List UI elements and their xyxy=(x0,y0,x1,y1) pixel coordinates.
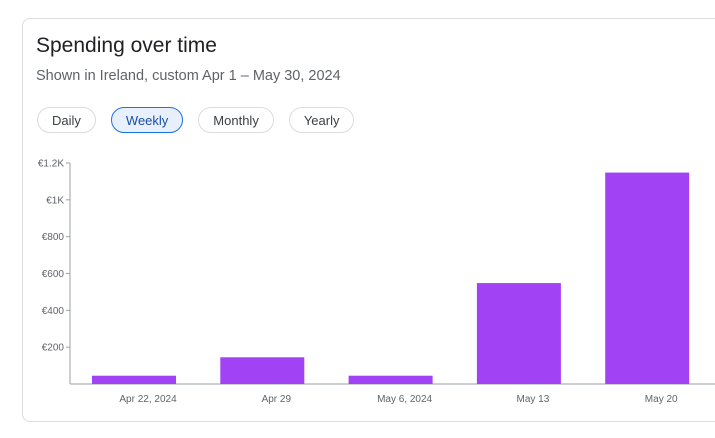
date-range-subtitle: Shown in Ireland, custom Apr 1 – May 30,… xyxy=(36,68,341,84)
bar xyxy=(348,375,433,384)
bar xyxy=(605,172,690,384)
x-tick-label: May 13 xyxy=(517,394,550,405)
x-tick-label: Apr 22, 2024 xyxy=(119,394,177,405)
y-tick-label: €1K xyxy=(46,195,64,206)
bar xyxy=(220,357,305,384)
x-tick-label: May 6, 2024 xyxy=(377,394,432,405)
spending-card xyxy=(22,18,715,422)
period-filter-group: Daily Weekly Monthly Yearly xyxy=(37,107,369,133)
bar xyxy=(476,283,561,384)
filter-chip-weekly[interactable]: Weekly xyxy=(110,107,184,133)
chart-title: Spending over time xyxy=(36,34,217,57)
x-tick-label: May 20 xyxy=(645,394,678,405)
filter-chip-daily[interactable]: Daily xyxy=(37,107,96,133)
bar xyxy=(92,375,176,384)
y-tick-label: €800 xyxy=(42,232,65,243)
filter-chip-yearly[interactable]: Yearly xyxy=(288,107,355,133)
filter-chip-monthly[interactable]: Monthly xyxy=(198,107,274,133)
x-tick-label: Apr 29 xyxy=(262,394,292,405)
y-tick-label: €1.2K xyxy=(38,159,64,170)
y-tick-label: €600 xyxy=(42,269,65,280)
y-tick-label: €400 xyxy=(42,306,65,317)
y-tick-label: €200 xyxy=(42,343,65,354)
